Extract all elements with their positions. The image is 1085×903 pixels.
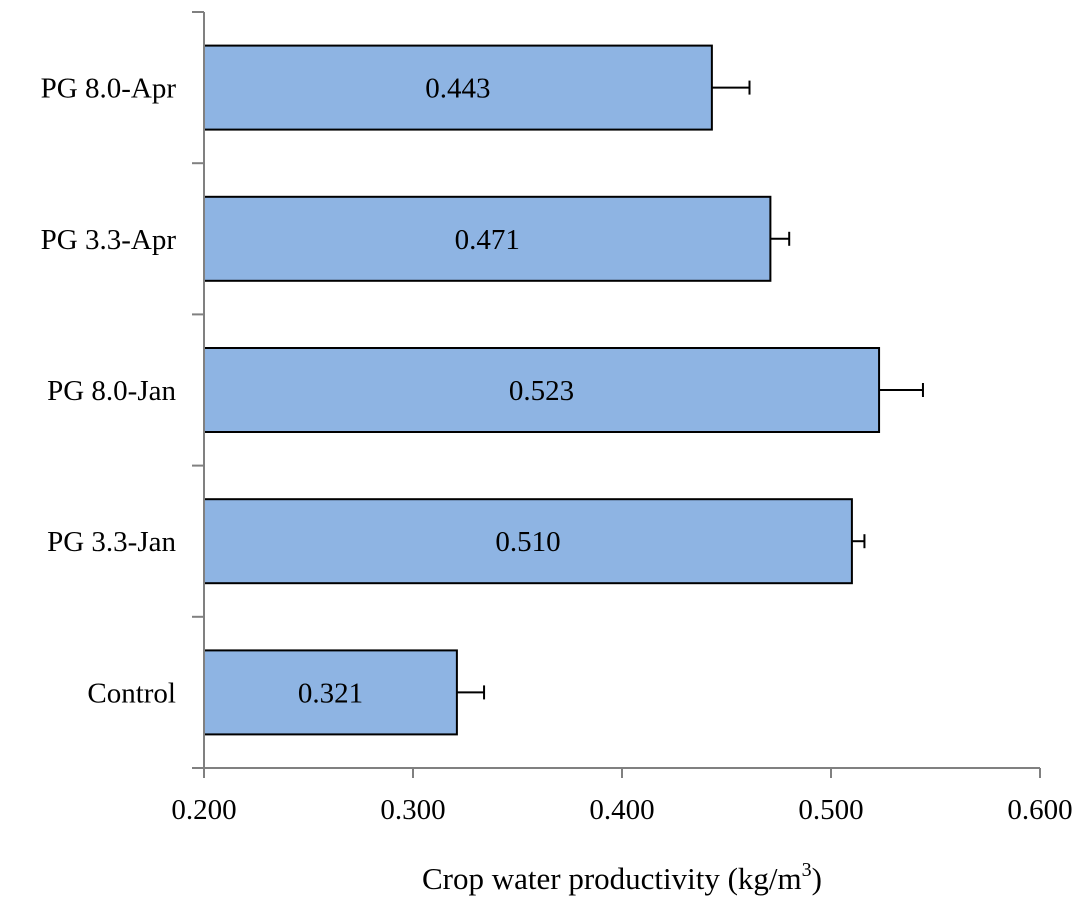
x-axis-title-suffix: )	[812, 861, 822, 896]
bar-pg-8-0-jan	[203, 347, 881, 433]
bars-layer	[203, 44, 881, 736]
data-labels-layer: 0.321 0.510 0.523 0.471 0.443	[298, 73, 574, 710]
data-label-pg-3-3-apr: 0.471	[455, 224, 520, 256]
data-label-pg-3-3-jan: 0.510	[495, 526, 560, 558]
bar-pg-3-3-apr	[203, 195, 772, 282]
data-label-pg-8-0-apr: 0.443	[425, 73, 490, 105]
bar-pg-8-0-apr	[203, 44, 713, 131]
x-axis-title-main: Crop water productivity (kg/m	[422, 861, 802, 896]
tick-labels-layer: 0.200 0.300 0.400 0.500 0.600	[171, 794, 1072, 826]
category-label-pg-8-0-apr: PG 8.0-Apr	[41, 73, 177, 105]
error-bar-pg-8-0-apr	[711, 80, 751, 95]
x-axis-title: Crop water productivity (kg/m3)	[422, 859, 822, 896]
category-label-pg-3-3-jan: PG 3.3-Jan	[47, 526, 176, 558]
bar-control	[203, 649, 458, 736]
x-tick-label: 0.500	[798, 794, 863, 826]
x-tick-label: 0.400	[589, 794, 654, 826]
x-tick-label: 0.300	[380, 794, 445, 826]
data-label-control: 0.321	[298, 677, 363, 709]
category-label-pg-8-0-jan: PG 8.0-Jan	[47, 375, 176, 407]
x-tick-label: 0.600	[1007, 794, 1072, 826]
x-axis-title-superscript: 3	[802, 859, 812, 881]
category-label-control: Control	[87, 677, 176, 709]
category-label-pg-3-3-apr: PG 3.3-Apr	[41, 224, 177, 256]
category-labels-layer: Control PG 3.3-Jan PG 8.0-Jan PG 3.3-Apr PG …	[41, 73, 177, 710]
axes-layer	[192, 11, 1041, 778]
error-bar-pg-8-0-jan	[879, 383, 924, 397]
x-tick-label: 0.200	[171, 794, 236, 826]
data-label-pg-8-0-jan: 0.523	[509, 375, 574, 407]
error-bar-pg-3-3-apr	[770, 231, 791, 246]
error-bar-pg-3-3-jan	[851, 534, 866, 549]
bar-pg-3-3-jan	[203, 498, 853, 585]
error-bars-layer	[456, 80, 924, 700]
error-bar-control	[456, 685, 486, 700]
